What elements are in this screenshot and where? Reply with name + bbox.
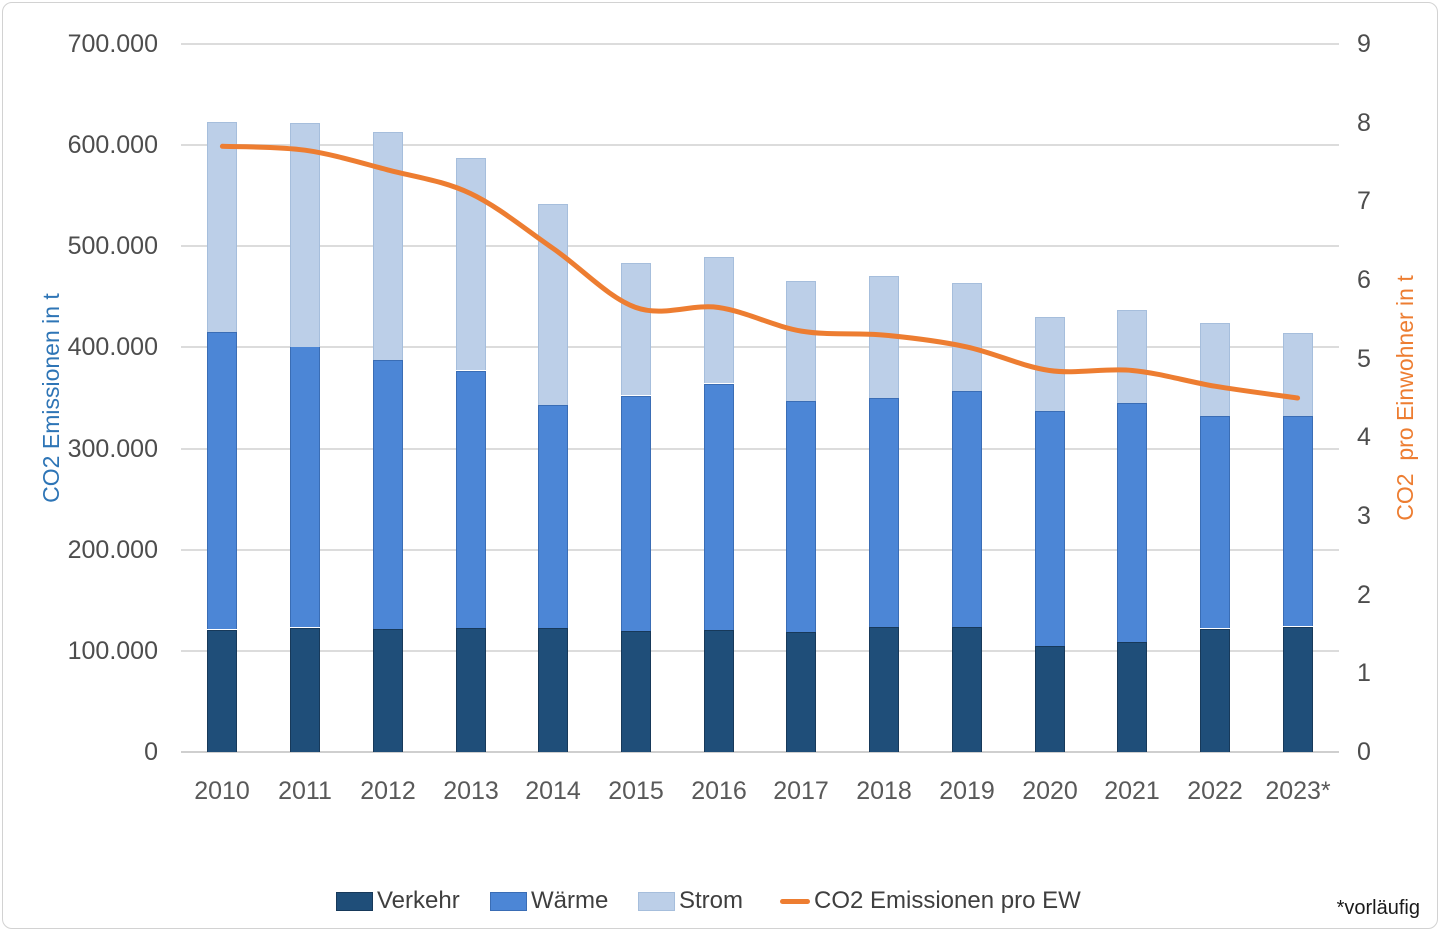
gridline [181,650,1339,652]
x-tick-label: 2017 [773,777,829,805]
verkehr-swatch-icon [336,891,373,911]
bar-segment [290,123,320,347]
bar-segment [704,384,734,630]
bar-segment [1283,333,1313,416]
line-swatch-icon [780,898,810,904]
x-tick-label: 2011 [278,777,332,805]
x-tick-label: 2023* [1265,777,1331,805]
bar-segment [1283,416,1313,626]
x-tick-label: 2010 [194,777,250,805]
legend-label-waerme: Wärme [531,887,609,914]
y-tick-label-right: 8 [1357,109,1371,137]
bar-segment [1200,323,1230,416]
bar-segment [290,346,320,627]
legend-item-co2-pro-ew: CO2 Emissionen pro EW [780,887,1081,915]
gridline [181,751,1339,753]
bar-segment [1200,416,1230,628]
y-tick-label-right: 3 [1357,502,1371,530]
y-tick-label-left: 400.000 [67,333,158,361]
legend-label-strom: Strom [679,887,744,914]
gridline [181,144,1339,146]
y-tick-label-right: 7 [1357,187,1371,215]
bar-segment [456,158,486,370]
bar-segment [207,332,237,629]
bar-segment [786,281,816,401]
y-tick-label-left: 500.000 [67,232,158,260]
y-tick-label-left: 600.000 [67,131,158,159]
y-tick-label-left: 100.000 [67,637,158,665]
y-tick-label-right: 2 [1357,581,1371,609]
y-tick-label-left: 200.000 [67,536,158,564]
gridline [181,245,1339,247]
bar-segment [1035,317,1065,411]
preliminary-note: *vorläufig [1336,897,1420,919]
legend-item-waerme: Wärme [490,887,608,915]
bar-segment [786,401,816,632]
y-tick-label-right: 1 [1357,659,1371,687]
bar-segment [952,283,982,391]
bar-segment [538,405,568,628]
bar-segment [869,398,899,627]
x-tick-label: 2012 [360,777,416,805]
y-tick-label-left: 700.000 [67,30,158,58]
bar-segment [207,122,237,332]
bar-segment [207,630,237,752]
x-tick-label: 2013 [443,777,499,805]
legend-item-verkehr: Verkehr [336,887,460,915]
bar-segment [456,628,486,752]
x-tick-label: 2014 [525,777,581,805]
bar-segment [1200,629,1230,752]
bar-segment [786,632,816,752]
strom-swatch-icon [638,891,675,911]
legend-label-co2-pro-ew: CO2 Emissionen pro EW [814,887,1081,914]
bar-segment [869,627,899,752]
x-tick-label: 2021 [1104,777,1160,805]
y-tick-label-right: 9 [1357,30,1371,58]
bar-segment [1035,646,1065,752]
left-axis-title: CO2 Emissionen in t [38,293,64,503]
bar-segment [1035,411,1065,646]
bar-segment [1117,642,1147,752]
y-tick-label-right: 6 [1357,266,1371,294]
right-axis-title: CO2 pro Einwohner in t [1392,275,1418,521]
bar-segment [952,627,982,752]
gridline [181,549,1339,551]
waerme-swatch-icon [490,891,527,911]
bar-segment [704,630,734,752]
bar-segment [621,396,651,631]
bar-segment [869,276,899,398]
gridline [181,448,1339,450]
bar-segment [373,132,403,360]
bar-segment [373,360,403,629]
y-tick-label-right: 5 [1357,345,1371,373]
bar-segment [704,257,734,383]
bar-segment [538,204,568,405]
legend-item-strom: Strom [638,887,743,915]
bar-segment [373,629,403,752]
bar-segment [1117,310,1147,403]
y-tick-label-right: 4 [1357,423,1371,451]
x-tick-label: 2015 [608,777,664,805]
x-tick-label: 2022 [1187,777,1243,805]
x-tick-label: 2016 [691,777,747,805]
gridline [181,43,1339,45]
x-tick-label: 2020 [1022,777,1078,805]
x-tick-label: 2019 [939,777,995,805]
legend-label-verkehr: Verkehr [377,887,460,914]
bar-segment [538,628,568,752]
y-tick-label-right: 0 [1357,738,1371,766]
x-tick-label: 2018 [856,777,912,805]
y-tick-label-left: 300.000 [67,435,158,463]
gridline [181,346,1339,348]
y-tick-label-left: 0 [144,738,158,766]
bar-segment [1283,627,1313,752]
bar-segment [952,391,982,627]
bar-segment [621,263,651,395]
bar-segment [1117,403,1147,642]
bar-segment [290,628,320,752]
bar-segment [621,631,651,752]
bar-segment [456,371,486,628]
